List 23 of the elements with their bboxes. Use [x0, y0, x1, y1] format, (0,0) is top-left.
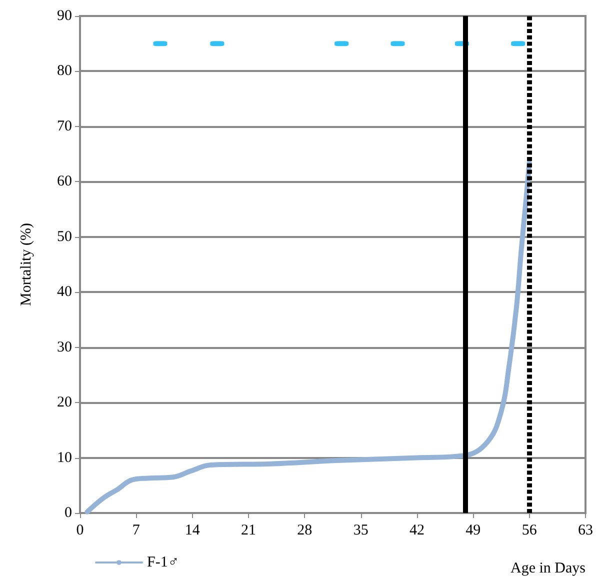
- x-tick-label: 14: [184, 522, 200, 538]
- y-tick-label: 0: [64, 505, 72, 521]
- legend-label: F-1♂: [147, 554, 180, 570]
- y-tick-label: 80: [57, 63, 72, 80]
- y-axis-title: Mortality (%): [18, 223, 34, 306]
- y-tick-label: 70: [57, 118, 72, 134]
- x-tick-label: 42: [410, 522, 424, 538]
- y-tick-label: 10: [57, 450, 72, 466]
- y-tick-label: 40: [57, 284, 72, 300]
- y-tick-label: 50: [57, 228, 72, 245]
- y-tick-label: 30: [57, 339, 72, 356]
- x-tick-label: 56: [522, 522, 538, 538]
- x-tick-label: 0: [76, 522, 84, 538]
- y-tick-label: 90: [57, 8, 72, 24]
- x-axis-title: Age in Days: [510, 560, 586, 576]
- y-tick-label: 60: [57, 174, 72, 190]
- x-tick-label: 7: [132, 522, 140, 538]
- x-tick-label: 35: [353, 522, 368, 538]
- x-tick-label: 28: [297, 522, 312, 538]
- y-tick-label: 20: [57, 394, 72, 411]
- x-tick-label: 63: [578, 522, 593, 538]
- x-tick-label: 21: [241, 522, 256, 538]
- x-tick-label: 49: [466, 522, 481, 538]
